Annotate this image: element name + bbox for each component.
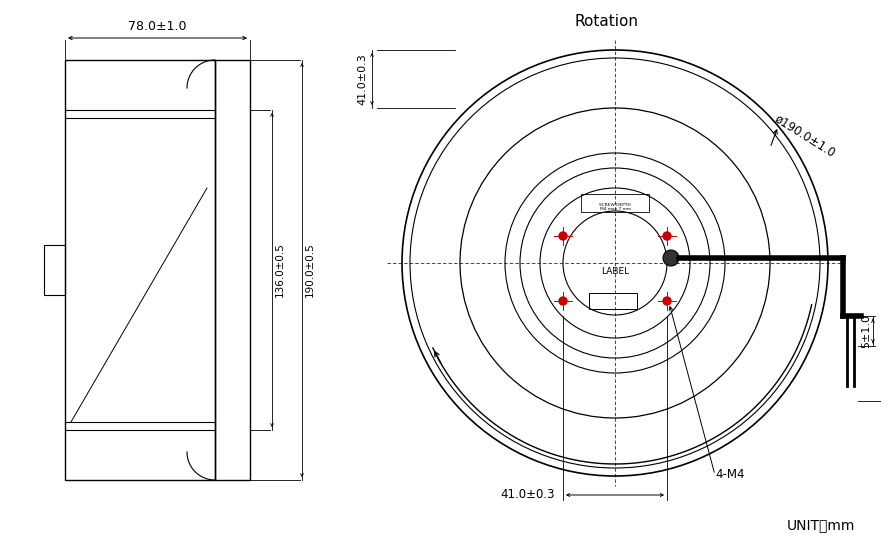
Circle shape [663,232,671,240]
Circle shape [559,297,567,305]
Text: 4-M4: 4-M4 [715,469,744,482]
Bar [65,60,215,480]
Text: ø190.0±1.0: ø190.0±1.0 [772,112,838,160]
Bar [581,194,649,212]
Bar [215,60,250,480]
Text: 78.0±1.0: 78.0±1.0 [129,19,187,32]
Text: 41.0±0.3: 41.0±0.3 [357,53,367,105]
Text: 41.0±0.3: 41.0±0.3 [500,489,555,502]
Text: SCREW DEPTH: SCREW DEPTH [599,203,631,207]
Text: 136.0±0.5: 136.0±0.5 [275,242,285,298]
Text: M4 max 7 mm: M4 max 7 mm [599,207,631,211]
Text: LABEL: LABEL [601,267,629,275]
Bar [589,293,637,309]
Text: UNIT：mm: UNIT：mm [787,518,855,532]
Text: Rotation: Rotation [575,15,639,30]
Circle shape [663,250,679,266]
Text: 5±1.0: 5±1.0 [861,314,871,348]
Circle shape [559,232,567,240]
Text: 190.0±0.5: 190.0±0.5 [305,242,315,298]
Circle shape [663,297,671,305]
Bar [44,245,65,295]
